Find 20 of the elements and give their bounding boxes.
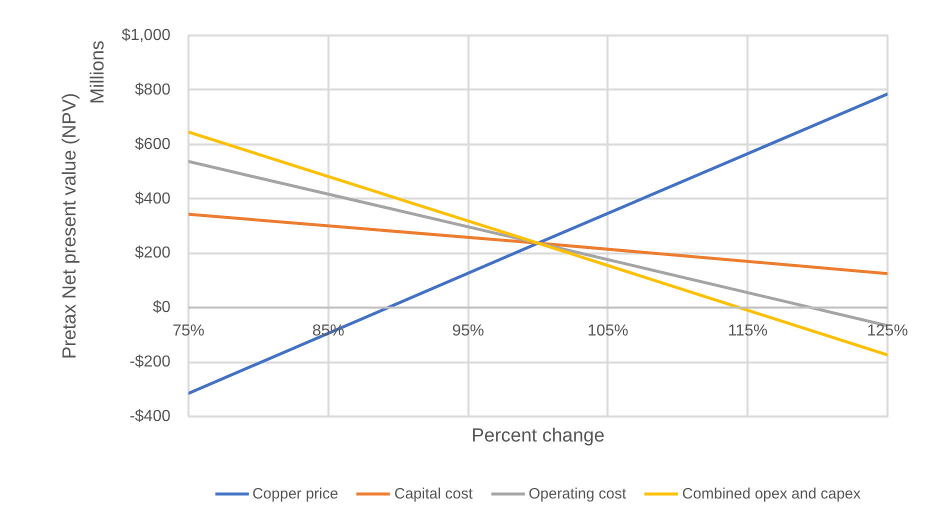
y-tick-label: $1,000 (122, 27, 171, 44)
legend-label: Capital cost (394, 485, 473, 502)
x-tick-label: 125% (867, 322, 908, 340)
y-tick-label: $200 (134, 244, 171, 262)
y-tick-label: -$400 (130, 408, 171, 425)
y-tick-label: $600 (134, 136, 171, 153)
y-tick-label: -$200 (130, 354, 171, 371)
x-tick-label: 115% (728, 322, 768, 340)
legend-label: Copper price (252, 485, 338, 502)
legend-label: Operating cost (528, 485, 626, 502)
y-tick-label: $0 (152, 299, 171, 316)
legend-label: Combined opex and capex (682, 485, 861, 502)
y-axis-title: Pretax Net present value (NPV) (60, 92, 81, 360)
x-tick-label: 75% (172, 322, 205, 340)
text: Millions (88, 40, 108, 104)
x-axis-title: Percent change (471, 426, 605, 446)
x-tick-label: 105% (587, 322, 628, 340)
y-tick-label: $800 (134, 81, 171, 98)
x-tick-label: 95% (452, 322, 484, 340)
y-tick-label: $400 (134, 190, 171, 208)
